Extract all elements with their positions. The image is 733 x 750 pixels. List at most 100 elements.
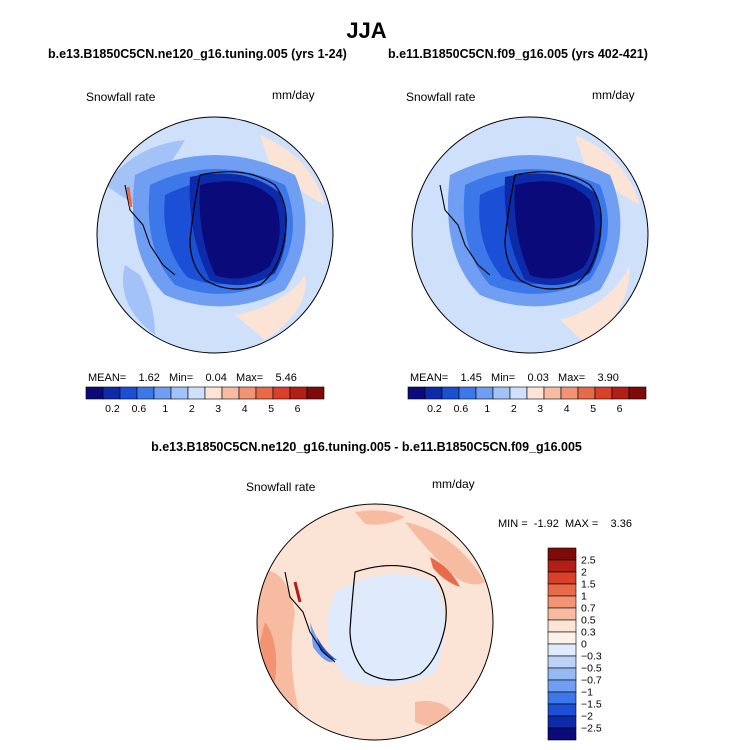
panel-1-colorbar-tick-label: 3	[215, 403, 221, 415]
diff-title: b.e13.B1850C5CN.ne120_g16.tuning.005 - b…	[151, 440, 582, 454]
panel-2-colorbar-swatch	[594, 386, 613, 400]
panel-2-colorbar-swatch	[543, 386, 562, 400]
diff-min-label: MIN =	[498, 518, 528, 530]
diff-colorbar-tick-label: 0.3	[581, 627, 596, 639]
panel-2-mean-label: MEAN=	[410, 372, 449, 384]
panel-2-colorbar-swatch	[492, 386, 511, 400]
panel-1-map	[96, 116, 334, 354]
panel-2-colorbar-swatch	[577, 386, 596, 400]
panel-1-colorbar-swatch	[238, 386, 257, 400]
panel-1-colorbar-tick-label: 1	[162, 403, 168, 415]
panel-2-colorbar-tick-label: 2	[511, 403, 517, 415]
panel-1-stats: MEAN= 1.62 Min= 0.04 Max= 5.46	[88, 372, 297, 384]
diff-colorbar-swatch	[547, 547, 577, 561]
diff-colorbar-swatch	[547, 643, 577, 657]
diff-stats: MIN = -1.92 MAX = 3.36	[498, 518, 632, 530]
panel-1-units-label: mm/day	[272, 88, 315, 102]
panel-2-colorbar-swatch	[560, 386, 579, 400]
panel-2-colorbar-tick-label: 5	[590, 403, 596, 415]
panel-2-stats: MEAN= 1.45 Min= 0.03 Max= 3.90	[410, 372, 619, 384]
panel-1-colorbar-tick-label: 0.6	[132, 403, 147, 415]
diff-colorbar-swatch	[547, 715, 577, 729]
panel-2-colorbar-tick-label: 3	[537, 403, 543, 415]
diff-colorbar-tick-label: −2	[581, 711, 593, 723]
panel-2-colorbar-tick-label: 0.6	[454, 403, 469, 415]
panel-1-colorbar-swatch	[170, 386, 189, 400]
panel-2-colorbar-tick-label: 1	[484, 403, 490, 415]
diff-colorbar-tick-label: −2.5	[581, 723, 602, 735]
panel-2-mean-value: 1.45	[460, 372, 482, 384]
panel-2-colorbar: 0.2 0.6 1 2 3 4 5 6	[407, 386, 647, 415]
panel-1-variable-label: Snowfall rate	[86, 90, 156, 104]
panel-1-colorbar-swatch	[187, 386, 206, 400]
panel-1-colorbar-swatch	[85, 386, 104, 400]
panel-1-colorbar-swatch	[306, 386, 325, 400]
panel-2-colorbar-tick-label: 6	[617, 403, 623, 415]
panel-2-variable-label: Snowfall rate	[406, 90, 476, 104]
diff-colorbar-tick-label: −1.5	[581, 699, 602, 711]
diff-colorbar-tick-label: −0.5	[581, 663, 602, 675]
panel-2-colorbar-swatch	[526, 386, 545, 400]
panel-2-colorbar-swatch	[441, 386, 460, 400]
panel-2-colorbar-tick-label: 4	[564, 403, 570, 415]
panel-2-colorbar-swatch	[475, 386, 494, 400]
diff-colorbar-tick-label: 0	[581, 639, 587, 651]
diff-colorbar: 2.521.510.70.50.30−0.3−0.5−0.7−1−1.5−2−2…	[547, 547, 602, 741]
panel-2-title: b.e11.B1850C5CN.f09_g16.005 (yrs 402-421…	[388, 47, 648, 61]
diff-min-value: -1.92	[533, 518, 559, 530]
diff-colorbar-swatch	[547, 595, 577, 609]
diff-colorbar-swatch	[547, 667, 577, 681]
panel-1-colorbar-swatch	[289, 386, 308, 400]
panel-1-colorbar-swatch	[204, 386, 223, 400]
diff-colorbar-swatch	[547, 691, 577, 705]
panel-2-colorbar-swatch	[509, 386, 528, 400]
panel-2-colorbar-tick-label: 0.2	[427, 403, 442, 415]
diff-colorbar-swatch	[547, 571, 577, 585]
diff-colorbar-tick-label: 1.5	[581, 579, 596, 591]
panel-1-colorbar-swatch	[153, 386, 172, 400]
panel-1-colorbar-swatch	[136, 386, 155, 400]
panel-1-colorbar-tick-label: 2	[189, 403, 195, 415]
panel-1-min-value: 0.04	[205, 372, 227, 384]
diff-map	[256, 503, 494, 741]
panel-2-colorbar-swatch	[628, 386, 647, 400]
page-title: JJA	[346, 18, 387, 43]
diff-colorbar-swatch	[547, 679, 577, 693]
diff-colorbar-tick-label: 2.5	[581, 555, 596, 567]
diff-max-value: 3.36	[610, 518, 632, 530]
diff-colorbar-swatch	[547, 703, 577, 717]
diff-colorbar-swatch	[547, 607, 577, 621]
panel-1-max-value: 5.46	[275, 372, 297, 384]
diff-colorbar-swatch	[547, 727, 577, 741]
diff-max-label: MAX =	[564, 518, 599, 530]
panel-2-colorbar-swatch	[424, 386, 443, 400]
panel-1-min-label: Min=	[169, 372, 194, 384]
panel-1-colorbar-swatch	[119, 386, 138, 400]
panel-2-min-value: 0.03	[527, 372, 549, 384]
diff-colorbar-swatch	[547, 583, 577, 597]
diff-colorbar-tick-label: −1	[581, 687, 593, 699]
diff-colorbar-tick-label: −0.7	[581, 675, 602, 687]
panel-2-map	[411, 116, 649, 354]
panel-1-colorbar-tick-label: 0.2	[105, 403, 120, 415]
panel-2-colorbar-swatch	[407, 386, 426, 400]
diff-colorbar-swatch	[547, 559, 577, 573]
panel-1-colorbar-swatch	[272, 386, 291, 400]
panel-1-colorbar: 0.2 0.6 1 2 3 4 5 6	[85, 386, 325, 415]
panel-1-colorbar-swatch	[221, 386, 240, 400]
panel-1-colorbar-tick-label: 5	[268, 403, 274, 415]
diff-variable-label: Snowfall rate	[246, 480, 316, 494]
diff-colorbar-tick-label: 2	[581, 567, 587, 579]
panel-2-min-label: Min=	[491, 372, 516, 384]
panel-1-colorbar-tick-label: 4	[242, 403, 248, 415]
panel-2-units-label: mm/day	[592, 88, 635, 102]
diff-colorbar-tick-label: −0.3	[581, 651, 602, 663]
panel-1-colorbar-tick-label: 6	[295, 403, 301, 415]
panel-2-max-label: Max=	[558, 372, 586, 384]
diff-colorbar-swatch	[547, 619, 577, 633]
panel-2-colorbar-swatch	[458, 386, 477, 400]
diff-units-label: mm/day	[432, 477, 475, 491]
panel-2-max-value: 3.90	[597, 372, 619, 384]
diff-colorbar-tick-label: 0.5	[581, 615, 596, 627]
diff-colorbar-tick-label: 1	[581, 591, 587, 603]
